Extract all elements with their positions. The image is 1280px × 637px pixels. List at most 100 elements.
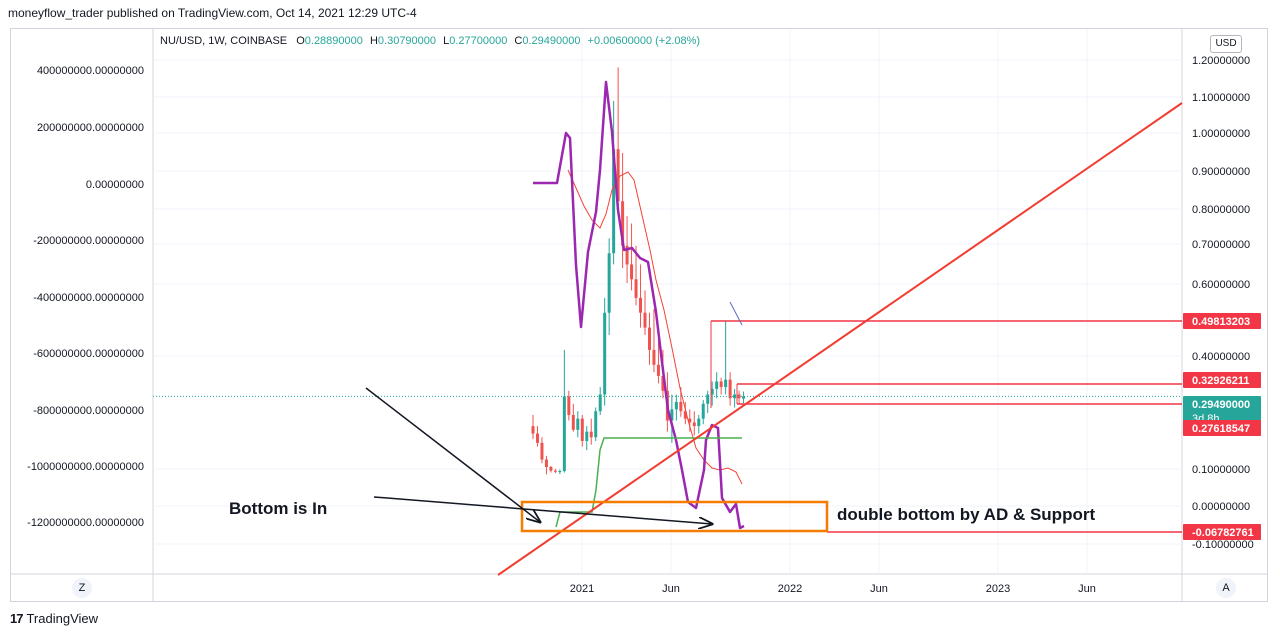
candle-body — [630, 264, 634, 280]
candle-body — [585, 431, 589, 441]
chart-frame — [10, 28, 1268, 602]
candle-series — [531, 67, 746, 475]
right-tick-label: 0.00000000 — [1192, 501, 1250, 513]
right-tick-label: 0.90000000 — [1192, 166, 1250, 178]
legend-close: 0.29490000 — [522, 35, 581, 47]
price-tag-label: 0.27618547 — [1192, 423, 1250, 435]
candle-body — [683, 411, 687, 419]
candle-body — [670, 409, 674, 421]
price-tag-label: 0.29490000 — [1192, 399, 1250, 411]
right-tick-label: 0.70000000 — [1192, 239, 1250, 251]
price-tag — [1183, 313, 1261, 329]
candle-body — [540, 442, 544, 460]
price-tag — [1183, 372, 1261, 388]
candle-body — [710, 388, 714, 395]
candle-body — [643, 312, 647, 328]
drawings: Bottom is In double bottom by AD & Suppor… — [229, 102, 1183, 576]
tradingview-logo-icon: 17 — [10, 611, 24, 626]
candle-body — [639, 297, 643, 313]
time-axis: 2021 Jun 2022 Jun 2023 Jun — [570, 583, 1096, 595]
price-tag-label: 0.49813203 — [1192, 316, 1250, 328]
right-tick-label: 0.10000000 — [1192, 464, 1250, 476]
grid-lines — [11, 29, 1267, 601]
time-tick-label: 2023 — [986, 583, 1010, 595]
brand-name: TradingView — [26, 611, 99, 626]
legend-symbol: NU/USD, 1W, COINBASE — [160, 35, 288, 47]
left-tick-label: -1000000000.00000000 — [27, 461, 144, 473]
candle-body — [733, 394, 737, 399]
candle-body — [594, 411, 598, 438]
candle-body — [719, 381, 723, 388]
time-tick-label: 2022 — [778, 583, 802, 595]
symbol-legend: NU/USD, 1W, COINBASE O0.28890000 H0.3079… — [160, 35, 700, 47]
legend-low-label: L — [443, 35, 450, 47]
candle-body — [553, 470, 557, 472]
right-tick-label: 1.00000000 — [1192, 128, 1250, 140]
left-tick-label: -1200000000.00000000 — [27, 517, 144, 529]
annotation-bottom-is-in: Bottom is In — [229, 499, 327, 518]
price-tag — [1183, 396, 1261, 426]
candle-body — [647, 327, 651, 350]
time-tick-label: Jun — [870, 583, 888, 595]
candle-body — [679, 401, 683, 412]
left-tick-label: 0.00000000 — [86, 179, 144, 191]
left-axis: 400000000.00000000 200000000.00000000 0.00… — [27, 65, 144, 529]
candle-body — [580, 418, 584, 441]
right-tick-label: -0.10000000 — [1192, 539, 1254, 551]
candle-body — [692, 422, 696, 427]
small-blue-line — [729, 301, 743, 326]
candle-body — [652, 349, 656, 365]
legend-close-label: C — [514, 35, 523, 47]
candle-body — [567, 396, 571, 415]
candle-body — [625, 245, 629, 265]
candle-body — [706, 394, 710, 404]
candle-body — [674, 401, 678, 410]
indicator-lines — [153, 80, 1182, 530]
right-tick-label: 1.20000000 — [1192, 55, 1250, 67]
candle-body — [688, 418, 692, 423]
legend-high-label: H — [369, 35, 378, 47]
ad-line — [533, 80, 745, 530]
candle-body — [544, 459, 548, 467]
left-tick-label: -200000000.00000000 — [33, 235, 144, 247]
right-tick-label: 0.40000000 — [1192, 351, 1250, 363]
legend-high: 0.30790000 — [377, 35, 437, 47]
candle-body — [661, 375, 665, 391]
candle-body — [728, 379, 732, 399]
left-tick-label: -600000000.00000000 — [33, 348, 144, 360]
candle-body — [737, 394, 741, 399]
candle-body — [589, 431, 593, 438]
candle-body — [701, 403, 705, 419]
candle-body — [549, 466, 553, 471]
candle-body — [616, 149, 620, 202]
candle-body — [697, 418, 701, 427]
left-tick-label: 200000000.00000000 — [37, 122, 144, 134]
auto-scale-button[interactable]: A — [1216, 578, 1236, 598]
price-tag-label: -0.06782761 — [1192, 527, 1254, 539]
tradingview-brand[interactable]: 17 TradingView — [10, 611, 98, 626]
candle-body — [607, 253, 611, 313]
candle-body — [571, 414, 575, 430]
time-tick-label: Jun — [662, 583, 680, 595]
publisher-header: moneyflow_trader published on TradingVie… — [8, 6, 417, 20]
zoom-button[interactable]: Z — [72, 578, 92, 598]
candle-body — [724, 379, 728, 388]
price-tag — [1183, 420, 1261, 436]
legend-open-label: O — [296, 35, 305, 47]
candle-body — [562, 396, 566, 472]
left-tick-label: 400000000.00000000 — [37, 65, 144, 77]
candle-body — [715, 381, 719, 389]
candle-body — [598, 394, 602, 412]
candle-body — [558, 471, 562, 473]
candle-body — [535, 433, 539, 443]
left-tick-label: -400000000.00000000 — [33, 292, 144, 304]
candle-body — [576, 418, 580, 430]
currency-badge[interactable]: USD — [1210, 35, 1242, 53]
arrow-to-first-bottom — [365, 387, 540, 522]
right-tick-label: 0.80000000 — [1192, 204, 1250, 216]
candle-body — [656, 364, 660, 376]
candle-body — [742, 396, 746, 399]
legend-low: 0.27700000 — [449, 35, 508, 47]
